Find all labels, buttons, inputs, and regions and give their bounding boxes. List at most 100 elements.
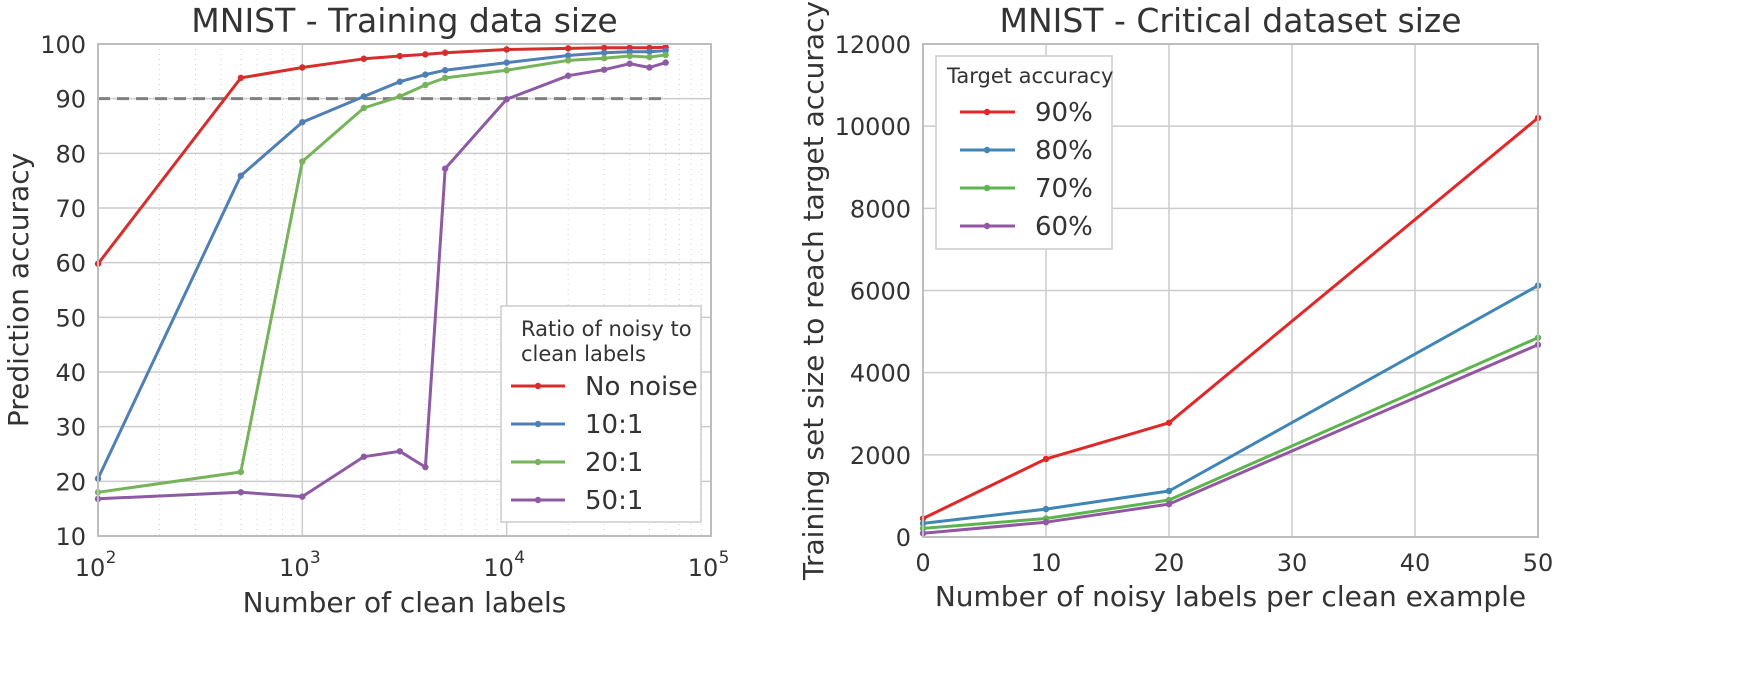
data-point <box>626 52 633 60</box>
data-point <box>441 49 449 56</box>
data-point <box>600 55 608 62</box>
data-point <box>396 448 404 455</box>
data-point <box>1042 455 1050 463</box>
data-point <box>396 52 404 60</box>
data-point <box>662 47 669 54</box>
y-tick-label: 12000 <box>835 31 911 59</box>
data-point <box>646 64 653 71</box>
y-tick-label: 6000 <box>850 278 911 306</box>
data-point <box>564 72 572 79</box>
data-point <box>396 93 404 100</box>
data-point <box>299 64 306 71</box>
legend-box <box>500 305 702 523</box>
x-tick-label: 10 <box>1031 549 1062 577</box>
data-point <box>299 118 306 126</box>
legend-label: No noise <box>585 372 698 402</box>
x-tick-label: 10 <box>75 554 106 582</box>
data-point <box>299 158 306 165</box>
data-point <box>441 165 449 172</box>
x-axis-label: Number of noisy labels per clean example <box>935 580 1526 613</box>
legend-marker <box>534 496 542 504</box>
data-point <box>600 66 608 73</box>
x-tick-label: 10 <box>688 554 719 582</box>
x-tick-label: 40 <box>1400 549 1431 577</box>
data-point <box>503 67 510 74</box>
data-point <box>626 48 633 55</box>
x-tick-exponent: 5 <box>719 548 730 568</box>
y-tick-label: 70 <box>55 195 86 223</box>
data-point <box>441 67 449 74</box>
y-axis-label: Training set size to reach target accura… <box>797 1 830 581</box>
data-point <box>441 74 449 82</box>
data-point <box>237 489 245 496</box>
series-line-0 <box>96 45 666 265</box>
x-tick-label: 30 <box>1277 549 1308 577</box>
legend-marker <box>534 420 542 428</box>
y-tick-label: 20 <box>55 468 86 496</box>
data-point <box>422 463 429 471</box>
data-point <box>422 51 429 58</box>
legend-title: Ratio of noisy to <box>521 317 692 341</box>
data-point <box>237 172 245 179</box>
x-axis-label: Number of clean labels <box>243 586 567 619</box>
x-tick-exponent: 3 <box>310 548 321 568</box>
legend-label: 50:1 <box>585 486 643 516</box>
data-point <box>646 53 653 61</box>
data-point <box>626 60 633 67</box>
legend-marker <box>983 222 991 230</box>
x-tick-label: 0 <box>915 549 930 577</box>
data-point <box>503 96 510 103</box>
data-point <box>503 59 510 66</box>
y-axis-label: Prediction accuracy <box>2 153 35 427</box>
legend-label: 90% <box>1035 98 1093 128</box>
data-point <box>422 71 429 78</box>
data-point <box>564 57 572 64</box>
x-tick-exponent: 2 <box>106 548 117 568</box>
legend-title: Target accuracy <box>946 64 1113 88</box>
x-tick-exponent: 4 <box>514 548 525 568</box>
legend-marker <box>983 108 991 116</box>
legend-label: 70% <box>1035 174 1093 204</box>
y-tick-label: 0 <box>896 524 911 552</box>
chart-title: MNIST - Critical dataset size <box>999 1 1461 40</box>
x-tick-label: 10 <box>279 554 310 582</box>
data-point <box>422 81 429 89</box>
y-tick-label: 100 <box>40 31 86 59</box>
legend-marker <box>983 184 991 192</box>
chart-title: MNIST - Training data size <box>191 1 617 40</box>
legend-label: 80% <box>1035 136 1093 166</box>
y-tick-label: 80 <box>55 140 86 168</box>
y-tick-label: 40 <box>55 359 86 387</box>
legend-box <box>935 55 1113 250</box>
data-point <box>564 45 572 52</box>
data-point <box>360 55 368 62</box>
data-point <box>299 493 306 500</box>
data-point <box>396 78 404 85</box>
legend-label: 10:1 <box>585 410 643 440</box>
data-point <box>564 52 572 59</box>
legend-marker <box>983 146 991 154</box>
data-point <box>360 93 368 100</box>
data-point <box>1042 519 1050 526</box>
y-tick-label: 4000 <box>850 360 911 388</box>
x-tick-label: 20 <box>1154 549 1185 577</box>
data-point <box>237 468 245 476</box>
y-tick-label: 2000 <box>850 442 911 470</box>
data-point <box>662 51 669 59</box>
legend-title: clean labels <box>521 342 646 366</box>
series-line-1 <box>922 284 1539 525</box>
data-point <box>360 453 368 460</box>
legend-marker <box>534 382 542 390</box>
y-tick-label: 90 <box>55 86 86 114</box>
plot-frame <box>97 43 712 537</box>
y-tick-label: 8000 <box>850 195 911 223</box>
data-point <box>1165 487 1173 495</box>
chart-panel-critical-dataset-size: 0 2000 4000 6000 8000 10000 12000 0 10 20 30 40 50 MN… <box>797 1 1553 613</box>
series-line-0 <box>922 116 1539 520</box>
series-line-2 <box>922 336 1539 530</box>
data-point <box>600 49 608 56</box>
data-point <box>503 46 510 53</box>
plot-frame <box>922 43 1539 538</box>
